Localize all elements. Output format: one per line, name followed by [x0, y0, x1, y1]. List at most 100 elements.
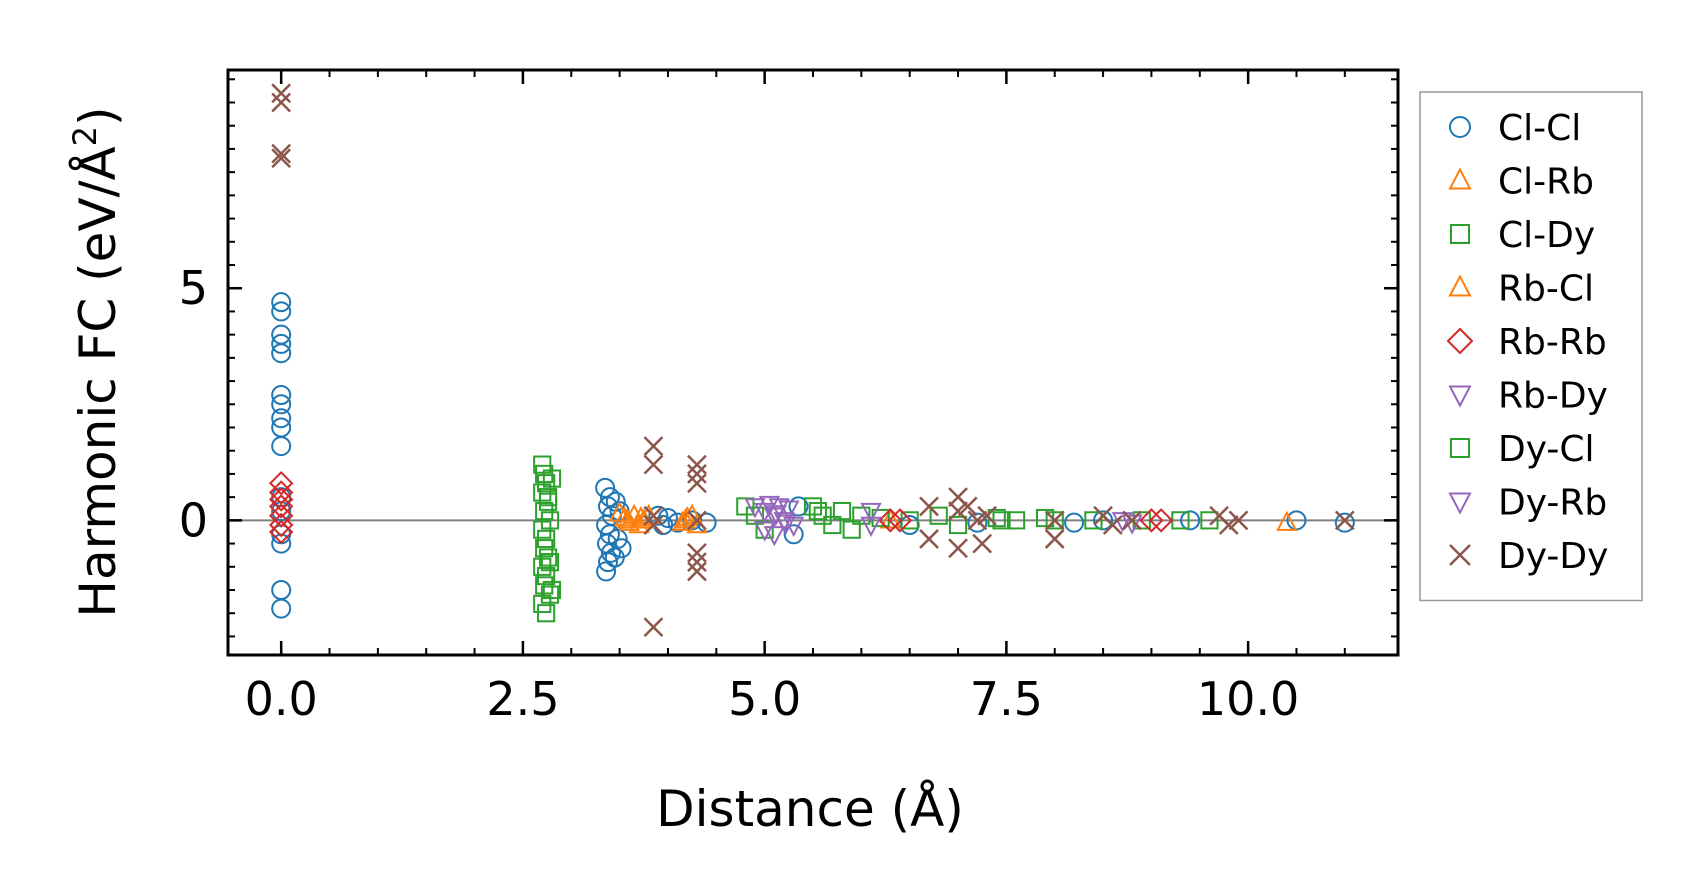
data-point — [1084, 511, 1103, 530]
legend-entry: Dy-Dy — [1449, 536, 1608, 577]
data-point — [643, 454, 664, 475]
data-point — [533, 455, 552, 474]
data-point — [542, 580, 562, 600]
data-point — [948, 515, 968, 535]
y-tick-label: 5 — [179, 261, 208, 315]
data-point — [1045, 511, 1064, 530]
data-point — [948, 538, 968, 559]
data-point — [271, 333, 292, 354]
data-point — [775, 514, 797, 535]
legend-entry: Cl-Rb — [1448, 162, 1594, 203]
data-point — [842, 520, 861, 539]
data-point — [1200, 511, 1219, 530]
legend-label: Dy-Dy — [1498, 536, 1608, 577]
legend-entry: Cl-Cl — [1449, 108, 1581, 149]
x-axis-title: Distance (Å) — [656, 780, 964, 838]
data-point — [611, 538, 632, 559]
legend-marker — [1449, 116, 1471, 138]
data-point — [1122, 510, 1142, 531]
data-point — [268, 503, 294, 528]
series-dy-cl — [538, 488, 1064, 572]
data-point — [271, 343, 292, 364]
legend-entry: Rb-Dy — [1448, 376, 1608, 417]
legend-label: Rb-Dy — [1498, 376, 1608, 417]
data-point — [808, 501, 827, 521]
data-point — [852, 506, 871, 525]
data-point — [1044, 529, 1065, 549]
legend-label: Cl-Cl — [1498, 108, 1581, 149]
data-point — [271, 408, 292, 429]
legend-marker — [1450, 224, 1470, 244]
legend-marker — [1448, 385, 1472, 408]
data-point — [687, 454, 707, 475]
data-point — [783, 524, 804, 545]
data-point — [537, 529, 556, 549]
data-point — [736, 497, 755, 516]
legend-label: Cl-Rb — [1498, 162, 1594, 203]
data-point — [595, 477, 616, 498]
data-point — [616, 508, 639, 529]
data-point — [1064, 512, 1085, 533]
data-point — [537, 474, 556, 493]
legend-label: Rb-Rb — [1498, 322, 1607, 363]
data-point — [832, 501, 852, 521]
data-point — [887, 508, 913, 533]
data-point — [268, 480, 294, 505]
data-point — [271, 580, 292, 600]
legend-label: Dy-Cl — [1498, 429, 1595, 470]
legend-label: Cl-Dy — [1498, 215, 1595, 256]
series-dy-dy — [271, 83, 1355, 638]
data-point — [803, 497, 823, 516]
data-point — [271, 598, 292, 619]
data-point — [1102, 515, 1123, 535]
x-tick-label: 2.5 — [486, 672, 559, 726]
data-point — [271, 301, 292, 322]
legend-entry: Dy-Cl — [1450, 429, 1595, 470]
data-point — [533, 594, 552, 614]
data-point — [268, 494, 294, 519]
data-point — [268, 471, 294, 496]
data-point — [271, 148, 292, 169]
data-point — [1334, 510, 1355, 531]
data-point — [788, 496, 809, 517]
data-point — [972, 533, 993, 554]
data-point — [674, 508, 697, 529]
data-point — [271, 292, 292, 313]
legend-marker — [1448, 274, 1472, 297]
data-point — [745, 506, 765, 525]
data-point — [608, 501, 631, 522]
data-point — [687, 561, 707, 582]
data-point — [540, 553, 560, 572]
legend: Cl-Cl Cl-Rb Cl-Dy Rb-Cl Rb-Rb Rb-Dy Dy-Cl Dy-Rb… — [1419, 91, 1643, 602]
data-point — [648, 505, 669, 526]
data-point — [1148, 508, 1174, 533]
data-point — [1228, 510, 1249, 531]
data-point — [271, 83, 292, 104]
x-tick-label: 0.0 — [245, 672, 318, 726]
data-point — [268, 512, 294, 538]
data-point — [271, 385, 292, 405]
data-point — [1334, 512, 1355, 533]
data-point — [537, 604, 556, 623]
series-cl-dy — [533, 455, 1219, 623]
data-point — [744, 498, 766, 519]
data-point — [643, 617, 664, 638]
data-point — [919, 496, 939, 517]
y-tick-label: 0 — [179, 493, 208, 547]
data-point — [919, 529, 939, 549]
legend-marker — [1448, 167, 1472, 190]
data-point — [813, 506, 832, 525]
data-point — [271, 92, 292, 113]
data-point — [643, 436, 664, 456]
x-tick-label: 5.0 — [728, 672, 801, 726]
data-point — [957, 496, 978, 517]
y-axis-title-end: ) — [69, 106, 127, 126]
plot-area — [228, 83, 1398, 638]
axes-frame — [226, 68, 1400, 657]
data-point — [535, 539, 554, 558]
data-point — [860, 502, 882, 524]
data-point — [948, 501, 968, 521]
data-point — [268, 487, 294, 512]
data-point — [823, 515, 842, 535]
